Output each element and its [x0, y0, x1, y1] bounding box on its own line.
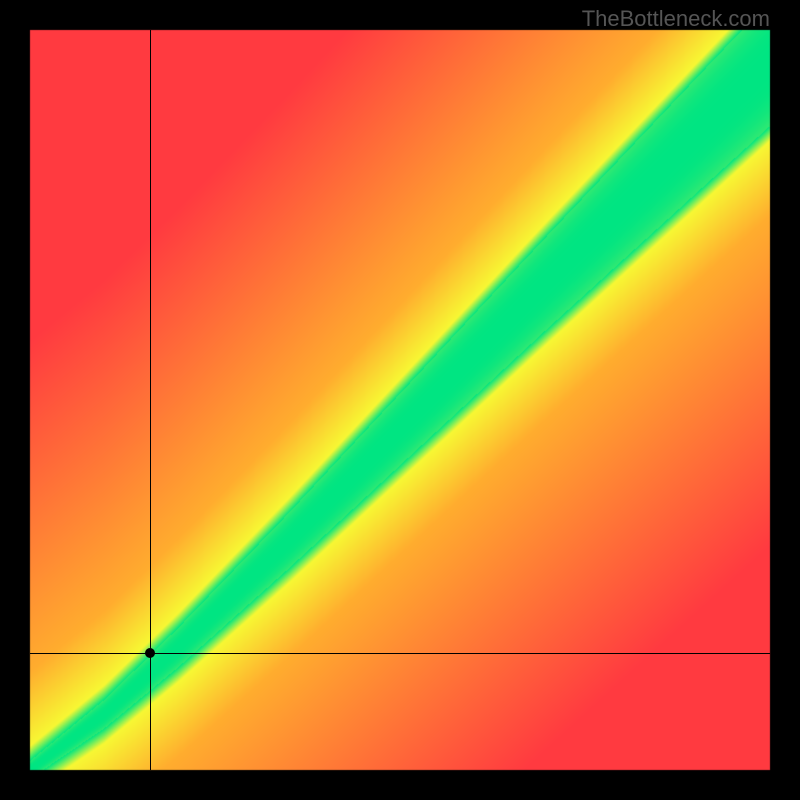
heatmap-canvas	[0, 0, 800, 800]
chart-container: TheBottleneck.com	[0, 0, 800, 800]
crosshair-vertical	[150, 30, 151, 770]
crosshair-horizontal	[30, 653, 770, 654]
crosshair-marker	[145, 648, 155, 658]
watermark-text: TheBottleneck.com	[582, 6, 770, 32]
